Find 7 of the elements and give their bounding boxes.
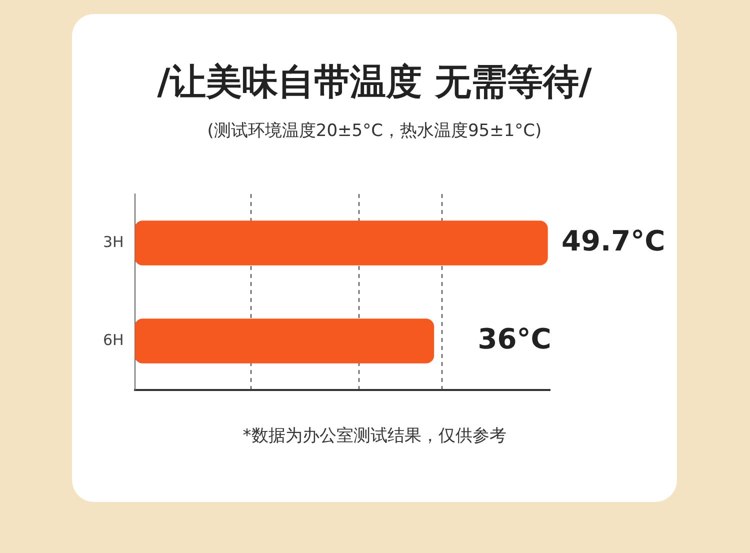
data-label: 36°C — [478, 322, 552, 356]
text: *数据为办公室测试结果，仅供参考 — [242, 425, 508, 447]
chart-title: /让美味自带温度 无需等待/ — [156, 61, 593, 105]
y-tick-label: 3H — [102, 232, 124, 251]
chart-subtitle: (测试环境温度20±5°C，热水温度95±1°C) — [206, 120, 543, 142]
data-label: 49.7°C — [562, 224, 666, 258]
y-tick-label: 6H — [102, 330, 124, 349]
